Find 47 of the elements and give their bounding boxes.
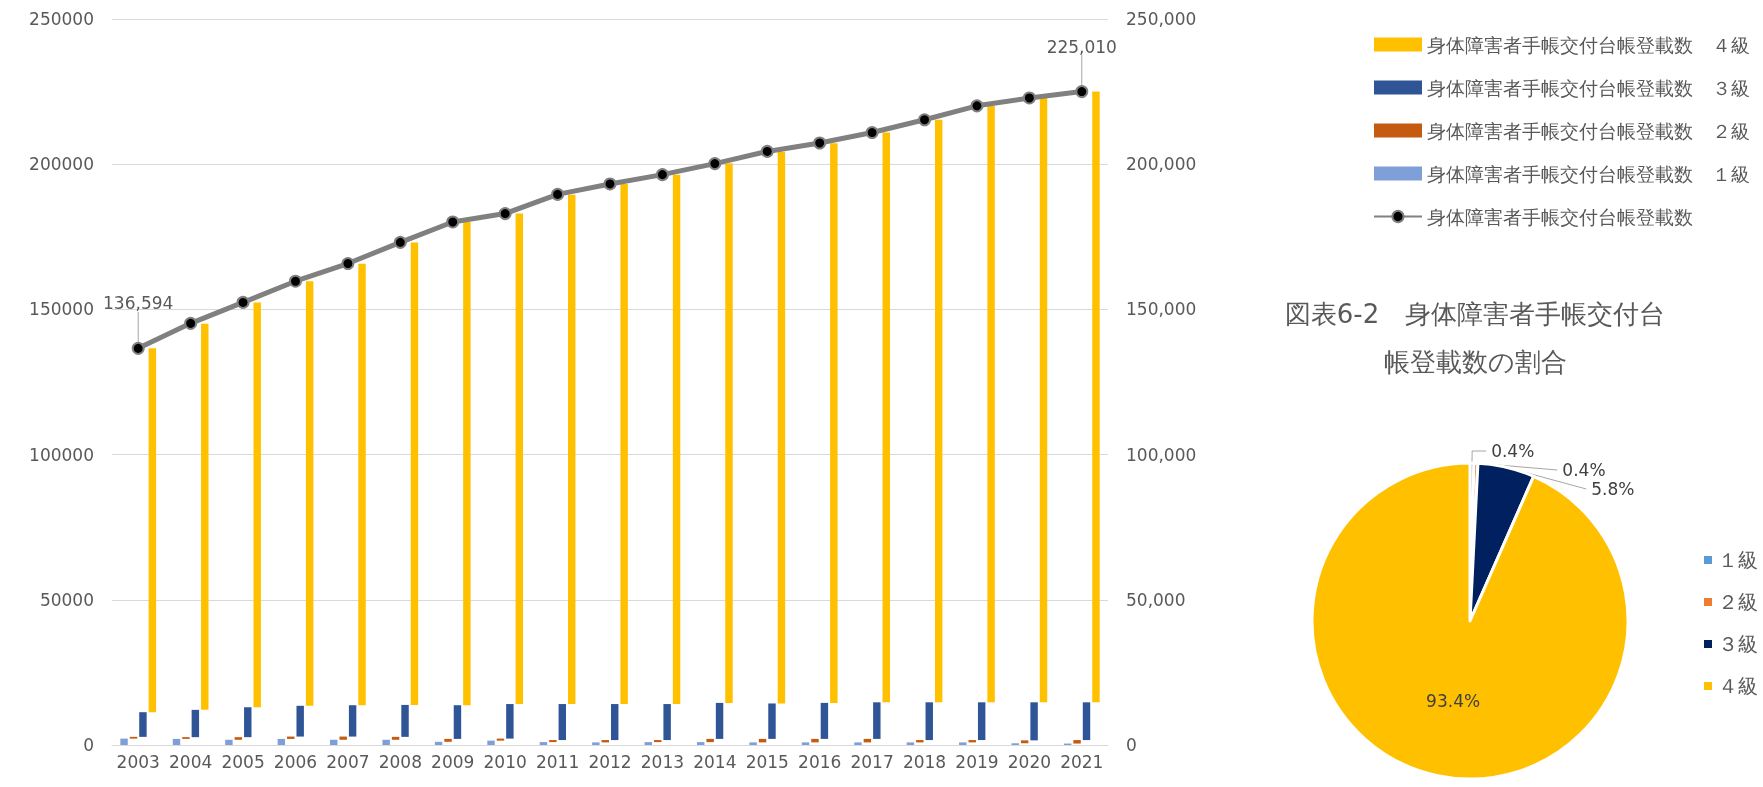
y-tick-label: 0 <box>83 735 94 755</box>
x-tick-label: 2011 <box>535 751 580 772</box>
data-label: 0.4% <box>1562 460 1606 481</box>
x-tick-label: 2004 <box>169 751 213 772</box>
legend-label: 身体障害者手帳交付台帳登載数 １級 <box>1427 162 1750 185</box>
data-label: 0.4% <box>1491 441 1535 462</box>
y-tick-label: 150000 <box>29 299 94 320</box>
data-label: 136,594 <box>103 293 174 314</box>
x-tick-label: 2009 <box>431 751 475 772</box>
y2-tick-label: 100,000 <box>1126 444 1197 465</box>
data-label: 5.8% <box>1591 479 1635 500</box>
data-label: 225,010 <box>1046 36 1117 57</box>
legend-label: 身体障害者手帳交付台帳登載数 ４級 <box>1427 33 1750 56</box>
x-tick-label: 2006 <box>273 751 318 772</box>
x-tick-label: 2010 <box>483 751 527 772</box>
y-tick-label: 100000 <box>29 444 94 465</box>
y-tick-label: 250000 <box>29 9 94 29</box>
x-tick-label: 2008 <box>378 751 422 772</box>
legend-label: 身体障害者手帳交付台帳登載数 ３級 <box>1427 76 1750 99</box>
legend-label: ４級 <box>1718 674 1758 698</box>
x-tick-label: 2019 <box>955 751 999 772</box>
y-tick-label: 200000 <box>29 154 94 175</box>
x-tick-label: 2007 <box>326 751 370 772</box>
x-tick-label: 2021 <box>1060 751 1104 772</box>
data-label: 93.4% <box>1426 691 1481 712</box>
y2-tick-label: 50,000 <box>1126 589 1186 610</box>
y2-tick-label: 250,000 <box>1126 9 1197 29</box>
x-tick-label: 2012 <box>588 751 632 772</box>
legend-label: ２級 <box>1718 590 1758 614</box>
y2-tick-label: 200,000 <box>1126 154 1197 175</box>
legend-label: ３級 <box>1718 632 1758 656</box>
x-tick-label: 2017 <box>850 751 894 772</box>
legend-label: 身体障害者手帳交付台帳登載数 ２級 <box>1427 119 1750 142</box>
legend-label: 身体障害者手帳交付台帳登載数 <box>1427 205 1693 228</box>
x-tick-label: 2003 <box>116 751 160 772</box>
legend-label: １級 <box>1718 548 1758 572</box>
y-tick-label: 50000 <box>39 589 94 610</box>
chart-title: 図表6-2 身体障害者手帳交付台帳登載数の割合 <box>1284 299 1666 377</box>
y2-tick-label: 0 <box>1126 735 1137 755</box>
x-tick-label: 2020 <box>1007 751 1051 772</box>
y2-tick-label: 150,000 <box>1126 299 1197 320</box>
x-tick-label: 2013 <box>640 751 685 772</box>
x-tick-label: 2005 <box>221 751 265 772</box>
x-tick-label: 2018 <box>902 751 947 772</box>
x-tick-label: 2016 <box>798 751 842 772</box>
x-tick-label: 2014 <box>693 751 737 772</box>
x-tick-label: 2015 <box>745 751 789 772</box>
